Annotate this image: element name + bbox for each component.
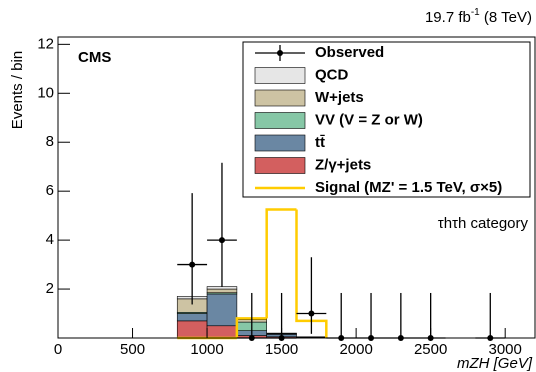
- stack-segment: [206, 293, 238, 327]
- signal-step: [265, 208, 297, 319]
- x-tick-label: 2000: [339, 341, 372, 358]
- data-point: [218, 237, 225, 244]
- x-tick-label: 1000: [190, 341, 223, 358]
- legend-label: W+jets: [315, 89, 364, 106]
- data-point: [308, 310, 315, 317]
- lumi: 19.7 fb: [425, 9, 471, 26]
- plot-frame: [57, 36, 536, 339]
- legend-marker: [277, 50, 283, 56]
- signal-step: [235, 317, 267, 338]
- y-tick-label: 12: [37, 35, 54, 52]
- legend-label: Observed: [315, 44, 384, 61]
- legend-swatch: [254, 157, 306, 174]
- x-axis-label: mZH [GeV]: [457, 355, 533, 372]
- legend-label: Z/γ+jets: [315, 156, 371, 173]
- data-point: [189, 261, 196, 268]
- legend-label: tt̄: [315, 134, 325, 151]
- y-axis-label: Events / bin: [9, 51, 26, 129]
- x-tick-label: 0: [54, 341, 62, 358]
- x-tick-label: 1500: [265, 341, 298, 358]
- annotation: τhτh category: [438, 215, 529, 232]
- stack-segment: [206, 286, 238, 290]
- lumi-exponent: -1: [471, 7, 480, 18]
- legend-swatch: [254, 134, 306, 152]
- x-tick-label: 3000: [489, 341, 522, 358]
- legend-label: VV (V = Z or W): [315, 111, 423, 128]
- y-tick-label: 10: [37, 84, 54, 101]
- stack-segment: [176, 320, 208, 339]
- x-tick-label: 2500: [414, 341, 447, 358]
- y-tick-label: 6: [46, 182, 54, 199]
- experiment: CMS: [78, 49, 111, 66]
- y-tick-label: 8: [46, 133, 54, 150]
- stack-segment: [176, 313, 208, 322]
- stack-segment: [206, 288, 238, 294]
- legend-swatch: [254, 67, 306, 84]
- y-tick-label: 2: [46, 280, 54, 297]
- legend-swatch: [254, 112, 306, 129]
- legend-swatch: [254, 89, 306, 107]
- lumi-label: 19.7 fb-1 (8 TeV): [425, 7, 532, 26]
- stack-segment: [206, 325, 238, 339]
- legend-label: QCD: [315, 66, 349, 83]
- legend-label: Signal (MZ' = 1.5 TeV, σ×5): [315, 179, 502, 196]
- y-tick-label: 4: [46, 231, 54, 248]
- x-tick-label: 500: [120, 341, 145, 358]
- energy: (8 TeV): [484, 9, 532, 26]
